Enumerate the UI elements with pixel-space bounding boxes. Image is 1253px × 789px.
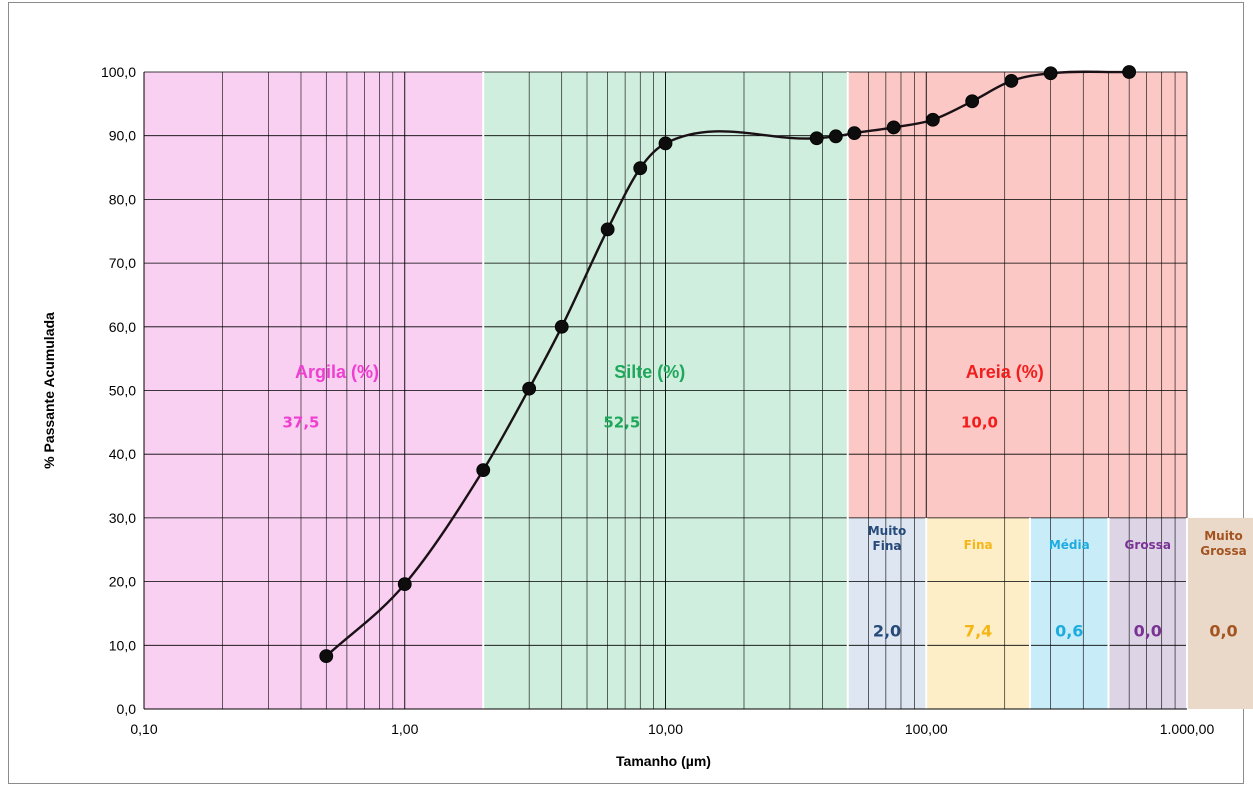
zone-value-argila: 37,5 (282, 413, 319, 431)
x-tick-label: 0,10 (130, 721, 157, 737)
zone-label-argila: Argila (%) (295, 362, 379, 382)
subzone-label-grossa: Grossa (1125, 538, 1171, 552)
x-tick-label: 100,00 (905, 721, 948, 737)
sand-subdivisions-layer (847, 517, 1253, 709)
subzone-media (1030, 517, 1109, 709)
y-tick-label: 10,0 (109, 637, 136, 653)
y-tick-label: 70,0 (109, 255, 136, 271)
subzone-value-fina: 7,4 (964, 621, 992, 640)
subzone-label-muito-fina-line: Fina (873, 539, 902, 553)
y-tick-label: 100,0 (101, 64, 136, 80)
data-point (847, 126, 862, 141)
data-point (809, 131, 824, 146)
y-tick-label: 50,0 (109, 383, 136, 399)
data-point (658, 136, 673, 151)
y-tick-label: 20,0 (109, 574, 136, 590)
subzone-muito-fina (847, 517, 927, 709)
zone-value-silte: 52,5 (603, 413, 640, 431)
data-point (633, 161, 648, 176)
y-tick-label: 90,0 (109, 128, 136, 144)
y-tick-label: 80,0 (109, 191, 136, 207)
subzone-muito-grossa (1187, 517, 1253, 709)
subzone-value-media: 0,6 (1055, 621, 1083, 640)
subzone-value-muito-grossa: 0,0 (1209, 621, 1237, 640)
x-tick-label: 10,00 (648, 721, 683, 737)
subzone-label-media: Média (1049, 538, 1090, 552)
subzone-grossa (1108, 517, 1187, 709)
data-point (600, 222, 615, 237)
data-point (965, 94, 980, 109)
subzone-label-fina: Fina (964, 538, 993, 552)
y-tick-label: 60,0 (109, 319, 136, 335)
axes-layer: 0,0 10,0 20,0 30,0 40,0 50,0 60,0 70,0 80,0 90,0 1… (41, 64, 1214, 769)
data-point (925, 112, 940, 127)
zone-label-silte: Silte (%) (614, 362, 685, 382)
x-tick-label: 1.000,00 (1160, 721, 1215, 737)
data-point (397, 577, 412, 592)
data-point (554, 319, 569, 334)
data-point (476, 463, 491, 478)
zone-value-areia: 10,0 (961, 413, 998, 431)
subzone-value-grossa: 0,0 (1134, 621, 1162, 640)
data-point (319, 649, 334, 664)
zone-label-areia: Areia (%) (966, 362, 1044, 382)
x-axis-title: Tamanho (µm) (616, 753, 711, 769)
data-point (1043, 66, 1058, 81)
data-point (1122, 65, 1137, 79)
subzone-label-muito-grossa-line: Muito (1204, 529, 1243, 543)
y-tick-label: 0,0 (117, 701, 137, 717)
subzone-label-muito-fina-line: Muito (868, 524, 907, 538)
y-tick-label: 40,0 (109, 446, 136, 462)
subzone-value-muito-fina: 2,0 (873, 621, 901, 640)
data-point (522, 381, 537, 396)
subzone-label-muito-grossa-line: Grossa (1200, 544, 1246, 558)
y-tick-label: 30,0 (109, 510, 136, 526)
data-point (886, 120, 901, 135)
subzone-fina (926, 517, 1031, 709)
y-axis-title: % Passante Acumulada (41, 312, 57, 469)
x-tick-label: 1,00 (391, 721, 418, 737)
points-layer (319, 65, 1137, 664)
zone-labels-layer: Argila (%) 37,5 Silte (%) 52,5 Areia (%) 10,0… (282, 362, 1246, 641)
data-point (1004, 74, 1019, 88)
data-point (828, 129, 843, 144)
